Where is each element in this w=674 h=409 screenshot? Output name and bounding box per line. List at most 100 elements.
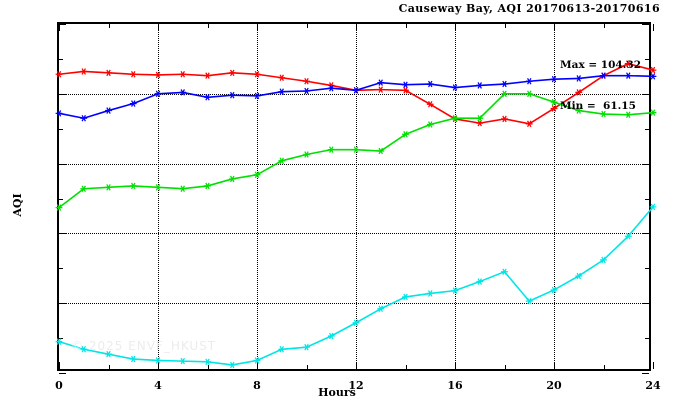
x-tick [554,24,555,31]
y-tick [645,198,649,200]
data-point-marker [278,345,286,353]
y-tick [642,303,649,305]
data-point-marker [327,84,335,92]
data-point-marker [179,357,187,365]
x-tick [455,362,456,369]
data-point-marker [80,114,88,122]
x-tick [455,24,456,31]
data-point-marker [402,293,409,301]
y-tick [645,58,649,60]
y-tick [59,24,66,25]
data-point-marker [204,72,211,79]
x-tick [356,24,357,31]
data-point-marker [253,70,261,78]
data-point-marker [402,81,409,88]
y-tick [59,163,66,165]
data-point-marker [476,114,484,122]
data-point-marker [278,74,286,82]
y-tick [645,338,649,340]
series-blue [55,72,657,122]
data-point-marker [105,69,112,77]
data-point-marker [501,115,508,123]
x-tick [108,24,110,28]
data-point-marker [154,90,162,98]
data-point-marker [303,77,310,85]
y-tick [642,373,649,374]
data-point-marker [253,92,261,100]
series-green [55,90,657,211]
data-point-marker [649,109,657,116]
data-point-marker [228,361,236,369]
data-point-marker [377,86,385,93]
data-point-marker [649,203,657,211]
data-point-marker [600,110,607,118]
data-point-marker [129,100,137,107]
y-tick [642,93,649,95]
data-point-marker [179,89,187,96]
x-tick [653,24,654,31]
x-tick [306,365,308,369]
x-tick [554,362,555,369]
x-tick-label: 12 [348,379,364,392]
x-tick-label: 4 [154,379,162,392]
x-tick [257,362,258,369]
y-tick [59,128,63,130]
data-point-marker [55,204,63,211]
data-point-marker [377,305,385,313]
data-series-layer [55,60,657,369]
y-tick [645,268,649,270]
data-point-marker [451,84,459,91]
stats-max-label: Max = 104.32 [560,58,641,71]
data-point-marker [204,94,211,101]
data-point-marker [624,111,632,119]
data-point-marker [154,184,162,191]
data-point-marker [105,350,112,358]
y-tick [59,198,63,200]
data-point-marker [303,151,310,158]
data-point-marker [649,66,657,74]
data-point-marker [575,89,583,96]
x-tick [207,365,209,369]
data-point-marker [575,272,583,280]
data-point-marker [204,358,211,366]
data-point-marker [550,98,558,106]
data-point-marker [55,110,63,117]
y-axis-title: AQI [11,192,25,217]
data-point-marker [327,332,335,340]
x-axis-title: Hours [318,386,356,399]
data-point-marker [476,82,484,89]
data-point-marker [228,175,236,183]
data-point-marker [600,256,607,264]
x-tick [356,362,357,369]
data-point-marker [278,157,286,165]
data-point-marker [80,68,88,75]
data-point-marker [154,357,162,364]
x-tick-label: 24 [645,379,661,392]
x-tick [405,365,407,369]
x-tick [108,365,110,369]
x-tick [504,24,506,28]
y-tick [59,58,63,60]
x-tick-label: 8 [253,379,261,392]
data-point-marker [426,121,434,128]
data-point-marker [352,146,360,153]
data-point-marker [228,91,236,99]
data-point-marker [377,79,385,86]
data-point-marker [327,146,335,153]
x-tick [405,24,407,28]
x-tick [603,365,605,369]
y-tick [59,338,63,340]
data-point-marker [204,182,211,190]
data-point-marker [426,101,434,108]
data-point-marker [80,345,88,353]
x-tick [653,362,654,369]
data-point-marker [550,105,558,112]
data-point-marker [154,71,162,79]
data-point-marker [179,185,187,192]
y-tick [642,163,649,165]
data-point-marker [525,297,533,305]
stats-annotation: Max = 104.32 Min = 61.15 [552,28,647,146]
y-tick [645,128,649,130]
data-point-marker [624,72,632,79]
